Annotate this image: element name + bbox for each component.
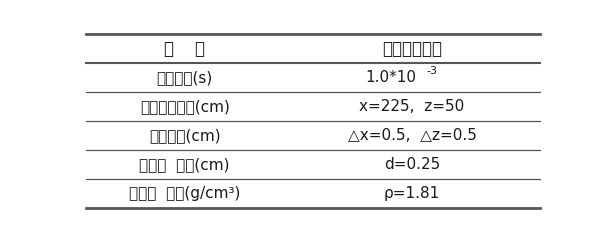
Text: 구    분: 구 분: [164, 40, 205, 58]
Text: 요소의  밀도(g/cm³): 요소의 밀도(g/cm³): [129, 186, 240, 201]
Text: ρ=1.81: ρ=1.81: [384, 186, 440, 201]
Text: -3: -3: [426, 66, 437, 76]
Text: x=225,  z=50: x=225, z=50: [359, 99, 464, 114]
Text: 단일입경저질: 단일입경저질: [382, 40, 442, 58]
Text: 요소의  입경(cm): 요소의 입경(cm): [139, 157, 230, 172]
Text: d=0.25: d=0.25: [384, 157, 440, 172]
Text: 1.0*10: 1.0*10: [365, 70, 416, 85]
Text: 계산대상영역(cm): 계산대상영역(cm): [140, 99, 230, 114]
Text: 계산간격(s): 계산간격(s): [156, 70, 213, 85]
Text: 격자크기(cm): 격자크기(cm): [149, 128, 221, 143]
Text: △x=0.5,  △z=0.5: △x=0.5, △z=0.5: [348, 128, 477, 143]
